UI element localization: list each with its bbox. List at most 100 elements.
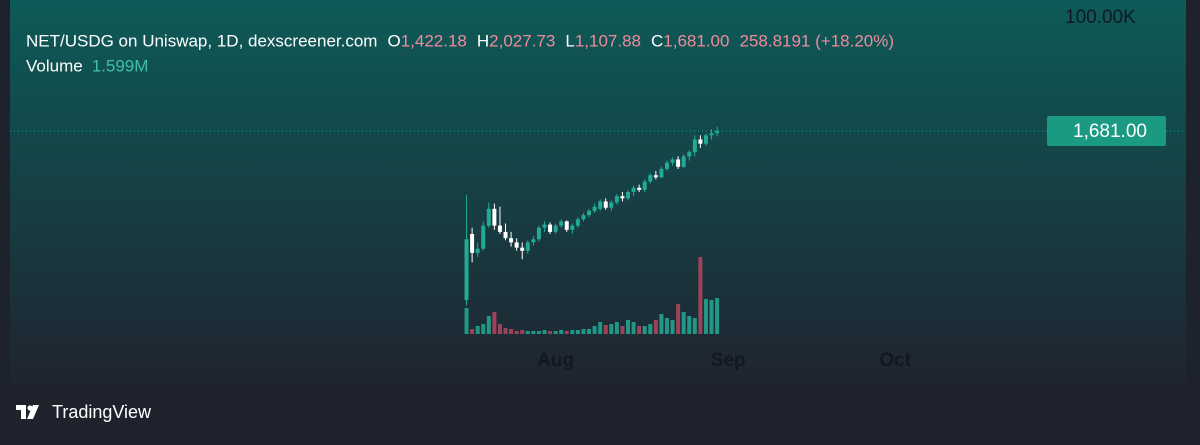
- volume-bar: [626, 320, 630, 334]
- candle-body: [514, 242, 519, 248]
- candle-body: [703, 135, 708, 144]
- volume-bar: [531, 331, 536, 334]
- candle-body: [481, 225, 486, 249]
- candle-body: [648, 175, 653, 182]
- volume-bar: [659, 313, 664, 334]
- candle-body: [681, 156, 686, 167]
- x-tick-label: Aug: [537, 350, 574, 371]
- ohlc-value: 1,422.18: [401, 31, 467, 50]
- candle-body: [592, 206, 597, 211]
- volume-bar: [709, 300, 714, 334]
- candle-body: [531, 239, 536, 243]
- volume-bar: [715, 298, 720, 334]
- chart-panel: [10, 0, 1186, 385]
- x-tick-label: Sep: [711, 350, 746, 371]
- volume-bar: [548, 331, 553, 334]
- candle-body: [559, 221, 564, 226]
- candle-body: [603, 201, 608, 208]
- candle-body: [570, 225, 575, 230]
- change-value: 258.8191 (+18.20%): [739, 31, 894, 50]
- volume-bar: [542, 329, 547, 334]
- volume-bar: [642, 325, 647, 334]
- candle-body: [614, 196, 619, 203]
- volume-bar: [670, 320, 675, 334]
- footer: TradingView: [16, 402, 152, 422]
- volume-bar: [698, 257, 703, 334]
- volume-bar: [637, 325, 642, 334]
- volume-bar: [481, 324, 486, 334]
- candle-body: [503, 231, 508, 239]
- volume-bar: [703, 298, 708, 334]
- candle-body: [553, 225, 558, 232]
- brand-logo: [16, 405, 39, 419]
- candle-body: [486, 208, 491, 226]
- candle-body: [715, 130, 720, 134]
- scale-label: 100.00K: [1065, 7, 1136, 28]
- ohlc-key: H: [477, 31, 489, 50]
- ohlc-key: C: [651, 31, 663, 50]
- volume-bar: [486, 316, 491, 334]
- legend-header: NET/USDG on Uniswap, 1D, dexscreener.com…: [26, 31, 377, 75]
- candle-body: [564, 221, 569, 230]
- volume-bar: [676, 304, 681, 334]
- candle-body: [525, 242, 530, 251]
- candle-body: [587, 210, 592, 216]
- candle-body: [492, 208, 497, 226]
- volume-bar: [570, 329, 575, 334]
- volume-bar: [664, 318, 669, 334]
- candle-body: [637, 187, 642, 190]
- last-price-badge: [1047, 115, 1166, 146]
- candle-body: [542, 224, 547, 228]
- candle-body: [475, 248, 480, 253]
- volume-bar: [587, 329, 592, 334]
- candle-body: [664, 162, 669, 169]
- candle-body: [670, 159, 675, 163]
- volume-label: Volume: [26, 56, 83, 75]
- candle-body: [598, 201, 603, 209]
- volume-bar: [514, 331, 519, 334]
- brand-name: TradingView: [52, 402, 152, 422]
- volume-bar: [464, 308, 469, 334]
- ohlc-key: L: [565, 31, 574, 50]
- candle-body: [581, 215, 586, 220]
- volume-bar: [648, 324, 653, 334]
- volume-bar: [692, 318, 697, 334]
- candle-body: [709, 133, 714, 136]
- ohlc-key: O: [387, 31, 400, 50]
- candle-body: [509, 238, 514, 243]
- candle-body: [653, 175, 658, 178]
- volume-bar: [603, 325, 608, 334]
- candle-body: [536, 227, 541, 240]
- candle-body: [575, 219, 580, 226]
- volume-bar: [620, 325, 625, 334]
- candle-body: [620, 196, 625, 199]
- volume-bar: [525, 331, 530, 334]
- volume-bar: [609, 324, 614, 334]
- candle-body: [548, 224, 553, 232]
- candle-body: [676, 159, 681, 167]
- candle-body: [642, 181, 647, 190]
- volume-bar: [592, 325, 597, 334]
- volume-bar: [653, 320, 658, 334]
- plot: [10, 126, 1186, 334]
- volume-bar: [497, 324, 502, 334]
- volume-bar: [687, 316, 692, 334]
- volume-bar: [598, 322, 603, 334]
- volume-bar: [475, 325, 480, 334]
- candle-body: [520, 247, 525, 251]
- volume-bar: [509, 329, 514, 334]
- x-tick-label: Oct: [879, 350, 911, 371]
- volume-bar: [614, 322, 619, 334]
- ohlc-value: 1,681.00: [663, 31, 729, 50]
- candle-body: [692, 139, 697, 153]
- volume-bar: [564, 331, 569, 334]
- volume-bar: [559, 329, 564, 334]
- candle-body: [497, 225, 502, 232]
- volume-bar: [575, 329, 580, 334]
- candle-body: [698, 139, 703, 144]
- ohlc-value: 1,107.88: [575, 31, 641, 50]
- volume-bar: [553, 331, 558, 334]
- volume-bar: [492, 311, 497, 334]
- volume-bar: [581, 329, 586, 334]
- candle-body: [631, 187, 636, 192]
